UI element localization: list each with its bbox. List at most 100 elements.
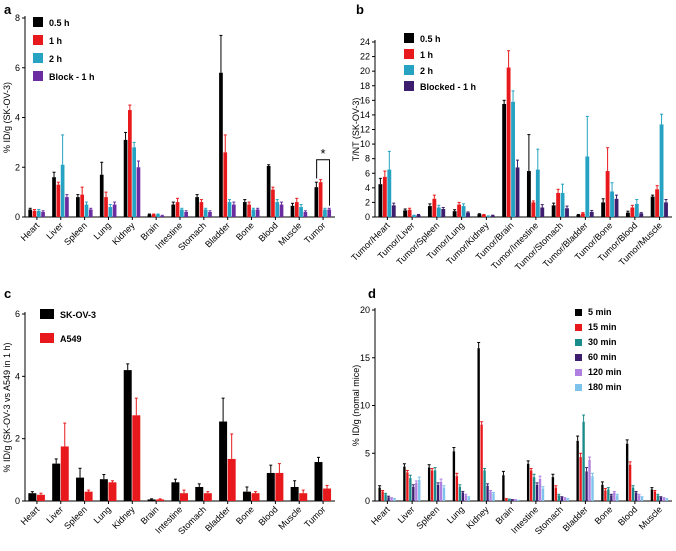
bar	[614, 198, 619, 217]
bar	[526, 171, 531, 217]
bar	[508, 499, 511, 501]
bar	[490, 215, 495, 217]
bar	[483, 470, 486, 501]
category-label: Kidney	[464, 504, 491, 531]
y-tick-label: 18	[360, 81, 370, 91]
bar	[529, 470, 533, 501]
bar	[665, 499, 668, 501]
bar	[56, 184, 61, 217]
category-label: Bone	[234, 504, 256, 526]
bar	[481, 214, 486, 217]
legend-swatch	[575, 324, 582, 331]
legend-swatch	[575, 354, 582, 361]
bar	[582, 421, 585, 501]
bar	[502, 103, 507, 217]
bar	[637, 495, 641, 501]
bar	[275, 202, 280, 217]
bar	[266, 166, 271, 217]
bar	[123, 370, 132, 501]
bar	[171, 482, 180, 501]
bar	[403, 466, 406, 501]
bar	[41, 212, 45, 217]
bar	[231, 204, 236, 217]
y-tick-label: 2	[365, 197, 370, 207]
bar	[407, 209, 412, 217]
bar	[32, 210, 37, 217]
category-label: Heart	[19, 220, 42, 243]
category-label: Lung	[92, 504, 113, 525]
bar	[378, 487, 381, 501]
category-label: Bone	[593, 504, 615, 526]
bar	[219, 72, 223, 217]
category-label: Bladder	[203, 504, 232, 533]
bar	[123, 139, 128, 217]
bar	[390, 498, 393, 501]
legend-swatch	[575, 369, 582, 376]
bar	[156, 214, 160, 217]
bar	[634, 203, 639, 217]
y-tick-label: 0	[15, 212, 20, 222]
legend-label: 120 min	[588, 367, 622, 377]
bar	[557, 495, 561, 501]
bar	[436, 207, 441, 217]
y-tick-label: 16	[360, 95, 370, 105]
legend-label: 30 min	[588, 337, 617, 347]
bar	[452, 451, 456, 501]
bar	[585, 471, 588, 501]
bar	[219, 421, 228, 501]
bar	[630, 207, 635, 217]
y-tick-label: 8	[365, 154, 370, 164]
bar	[88, 209, 93, 217]
bar	[271, 189, 275, 217]
bar	[442, 487, 446, 501]
bar	[605, 171, 610, 217]
bar	[387, 497, 390, 501]
bar	[323, 488, 332, 501]
bar	[655, 189, 660, 217]
bar	[589, 211, 594, 217]
category-label: Lung	[92, 220, 113, 241]
bar	[323, 209, 327, 217]
bar	[604, 490, 607, 501]
category-label: Tumor	[302, 220, 327, 245]
legend-label: 5 min	[588, 307, 612, 317]
bar	[532, 477, 536, 501]
bar	[99, 174, 104, 217]
bar	[180, 209, 184, 217]
bar	[314, 187, 319, 217]
panel-letter: a	[4, 2, 12, 17]
bar	[36, 210, 41, 217]
bar	[511, 500, 514, 501]
legend-label: 15 min	[588, 322, 617, 332]
bar	[576, 440, 579, 501]
bar	[28, 209, 33, 217]
category-label: Tumor	[302, 504, 327, 529]
bar	[538, 479, 542, 501]
bar	[60, 164, 65, 217]
bar	[607, 489, 610, 501]
panel-c: c 0 2 4 6 % ID/g (SK-OV-3 vs A549 in 1 h) Hear…	[2, 286, 335, 537]
y-axis-label: % ID/g (nomal mice)	[351, 365, 361, 447]
bar	[247, 204, 251, 217]
category-label: Bone	[234, 220, 256, 242]
bar	[60, 446, 69, 501]
bar	[318, 182, 323, 217]
bar	[279, 204, 284, 217]
bar	[579, 457, 582, 501]
y-tick-label: 0	[365, 212, 370, 222]
bar	[540, 207, 545, 217]
legend-label: 2 h	[49, 54, 62, 64]
y-tick-label: 2	[15, 434, 20, 444]
legend-label: Blocked - 1 h	[420, 82, 476, 92]
bar	[565, 208, 569, 217]
y-tick-label: 14	[360, 110, 370, 120]
bar	[506, 67, 511, 217]
y-tick-label: 15	[360, 353, 370, 363]
legend-swatch	[40, 309, 54, 319]
bar	[412, 486, 415, 501]
bar	[195, 486, 204, 501]
bar	[242, 491, 251, 501]
bar	[461, 492, 464, 501]
bar	[554, 487, 558, 501]
